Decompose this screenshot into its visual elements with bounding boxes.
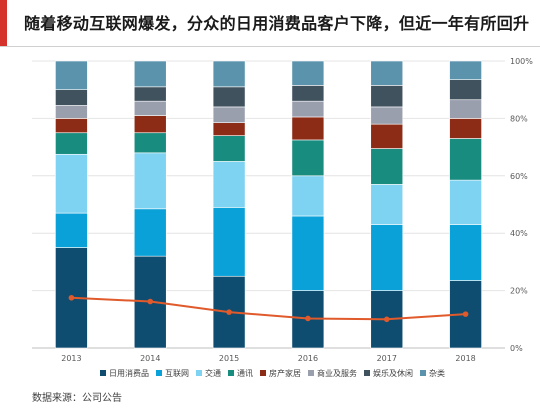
- bar-segment: [133, 100, 167, 116]
- y-tick-label: 60%: [510, 172, 528, 181]
- bar-segment: [55, 212, 88, 248]
- legend-label: 互联网: [165, 369, 189, 378]
- y-tick-label: 40%: [510, 229, 528, 238]
- chart-title: 随着移动互联网爆发，分众的日用消费品客户下降，但近一年有所回升: [24, 14, 530, 33]
- bar-segment: [449, 118, 482, 139]
- y-tick-label: 0%: [510, 344, 523, 353]
- y-tick-label: 100%: [510, 57, 533, 66]
- legend-swatch: [420, 370, 426, 376]
- x-tick-label: 2013: [61, 354, 81, 363]
- bar-segment: [449, 60, 482, 80]
- bar-segment: [212, 135, 246, 162]
- legend-swatch: [100, 370, 106, 376]
- bar-segment: [133, 86, 167, 102]
- bar-segment: [370, 60, 404, 86]
- legend-label: 交通: [205, 368, 221, 378]
- bar-segment: [55, 89, 88, 106]
- bar-segment: [449, 179, 482, 225]
- grid-lines: [32, 60, 505, 349]
- bar-segment: [55, 132, 88, 155]
- legend-label: 通讯: [237, 368, 253, 378]
- title-accent-bar: [0, 0, 7, 46]
- source-note: 数据来源：公司公告: [32, 393, 122, 404]
- bar-segment: [55, 105, 88, 119]
- bar-segment: [291, 116, 325, 141]
- bar-segment: [370, 224, 404, 291]
- bar-segment: [370, 148, 404, 185]
- bar-segment: [55, 118, 88, 134]
- bar-segment: [212, 60, 246, 88]
- bar-segment: [449, 224, 482, 281]
- bar-segment: [449, 79, 482, 101]
- x-tick-label: 2015: [219, 354, 239, 363]
- bar-segment: [370, 85, 404, 108]
- bar-segment: [212, 86, 246, 108]
- trend-line-point: [462, 311, 469, 317]
- legend: 日用消费品 互联网 交通 通讯 房产家居 商业及服务 娱乐及休闲 杂类: [100, 368, 445, 378]
- bar-segment: [291, 175, 325, 217]
- legend-label: 商业及服务: [317, 368, 357, 378]
- bars-group: [55, 60, 482, 349]
- bar-segment: [370, 106, 404, 125]
- bar-segment: [212, 207, 246, 277]
- bar-segment: [212, 161, 246, 208]
- bar-segment: [291, 215, 325, 291]
- bar-segment: [370, 123, 404, 149]
- trend-line-point: [147, 298, 154, 305]
- trend-line-point: [68, 294, 75, 301]
- x-tick-label: 2014: [140, 354, 160, 363]
- trend-line-point: [226, 309, 232, 315]
- bar-segment: [133, 60, 167, 88]
- bar-segment: [291, 139, 325, 177]
- bar-segment: [133, 115, 167, 134]
- bar-segment: [291, 100, 325, 118]
- bar-segment: [370, 184, 404, 225]
- bar-segment: [291, 60, 325, 86]
- bar-segment: [212, 122, 246, 136]
- legend-label: 娱乐及休闲: [373, 368, 413, 378]
- bar-segment: [449, 138, 482, 181]
- x-tick-label: 2018: [455, 354, 475, 363]
- bar-segment: [212, 106, 246, 124]
- legend-label: 杂类: [429, 368, 445, 378]
- x-tick-label: 2016: [298, 354, 318, 363]
- legend-swatch: [308, 370, 314, 376]
- legend-swatch: [364, 370, 370, 376]
- bar-segment: [449, 99, 482, 119]
- trend-line-point: [383, 316, 390, 323]
- title-divider: [0, 46, 540, 47]
- legend-swatch: [228, 370, 234, 376]
- legend-swatch: [260, 370, 266, 376]
- bar-segment: [133, 208, 167, 257]
- legend-swatch: [156, 370, 162, 376]
- bar-segment: [291, 85, 325, 102]
- bar-segment: [133, 132, 167, 154]
- y-tick-label: 80%: [510, 114, 528, 123]
- legend-label: 日用消费品: [109, 368, 149, 378]
- trend-line-point: [305, 315, 311, 322]
- axis-labels: 0% 20% 40% 60% 80% 100% 2013 2014 2015 2016 2017 20…: [61, 57, 533, 363]
- x-tick-label: 2017: [377, 354, 397, 363]
- legend-swatch: [196, 370, 202, 376]
- bar-segment: [55, 153, 88, 214]
- trend-line: [71, 296, 466, 321]
- legend-label: 房产家居: [269, 368, 301, 378]
- overlay-line-group: [68, 294, 469, 323]
- bar-segment: [55, 60, 88, 91]
- bar-segment: [133, 152, 167, 210]
- y-tick-label: 20%: [510, 287, 528, 296]
